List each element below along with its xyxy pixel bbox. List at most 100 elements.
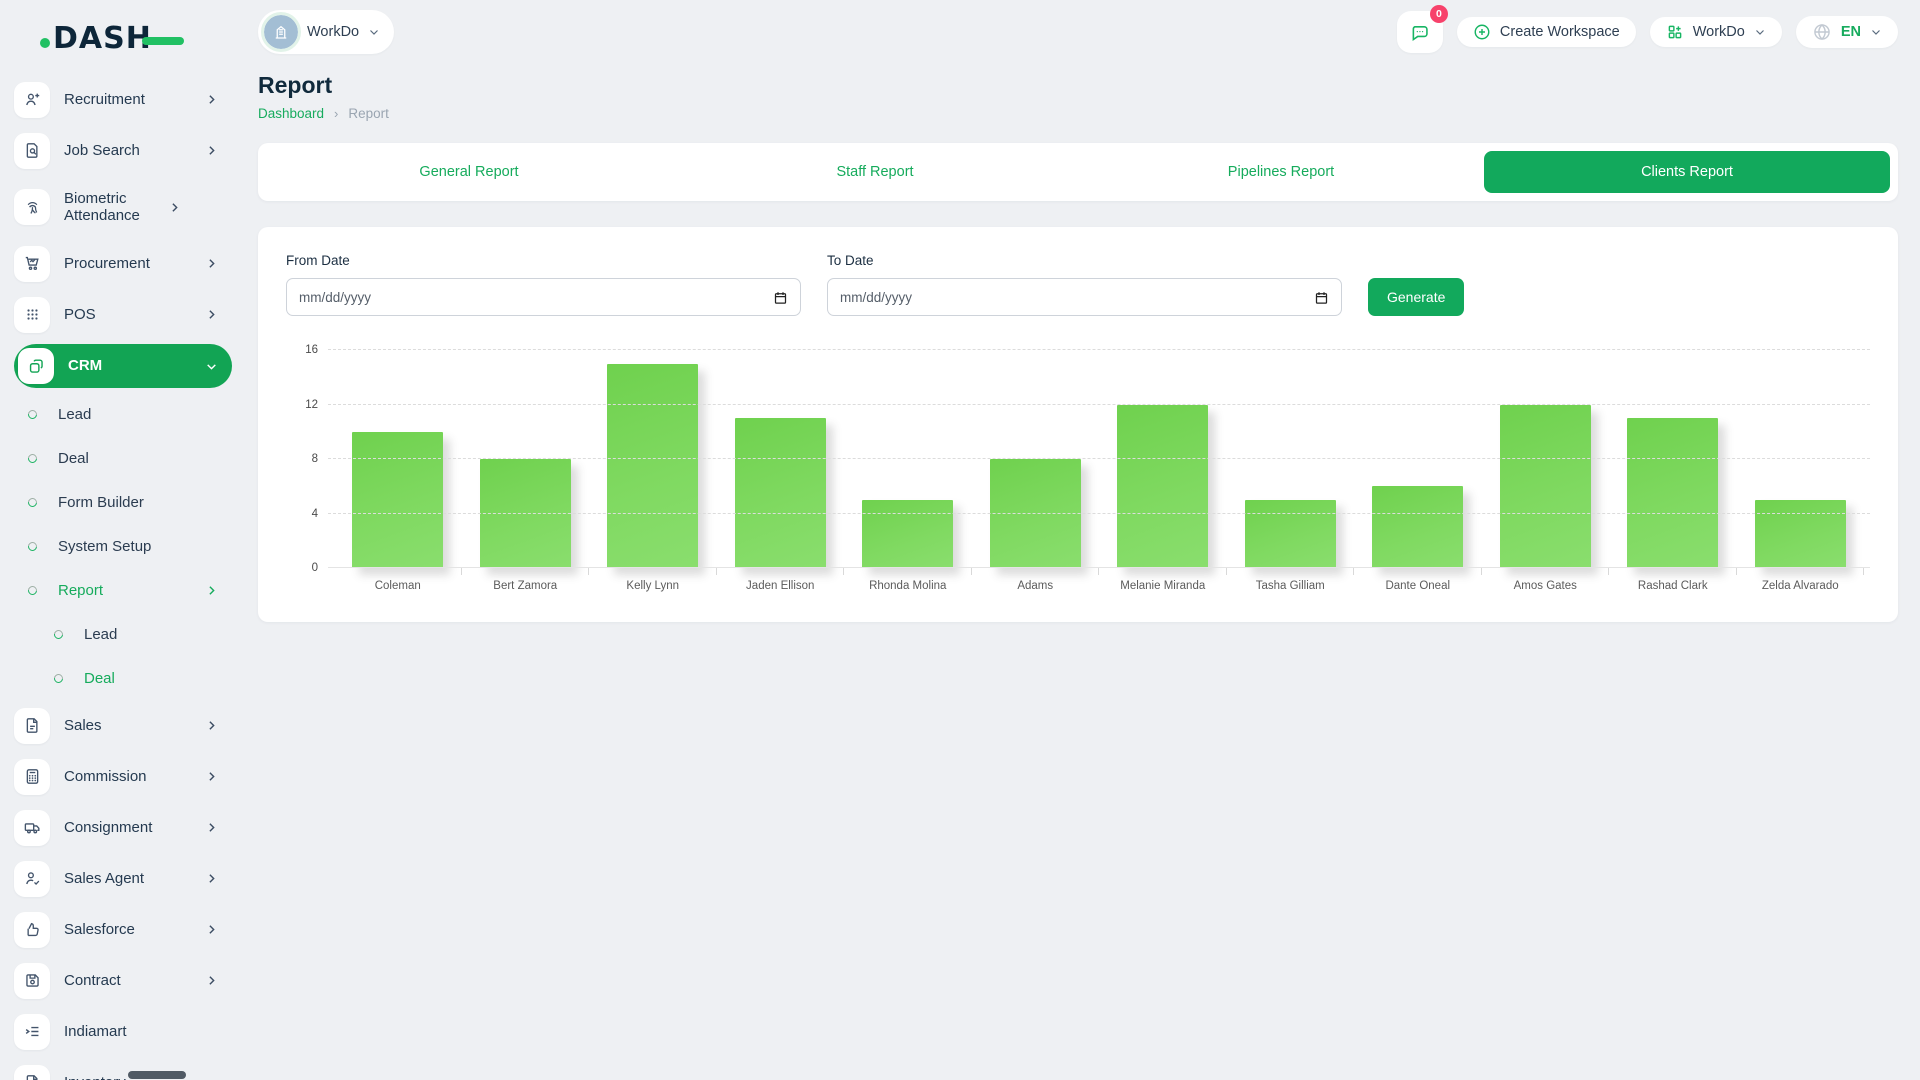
breadcrumb-dashboard-link[interactable]: Dashboard [258, 106, 325, 121]
workspace-switcher[interactable]: WorkDo [258, 10, 395, 54]
sidebar-item-label: Sales Agent [64, 869, 145, 887]
sidebar-item-label: Job Search [64, 141, 140, 159]
tab-general-report[interactable]: General Report [419, 164, 519, 180]
sidebar-item-label: Inventory [64, 1074, 218, 1080]
circle-bullet-icon [26, 451, 39, 465]
sidebar-subitem-report[interactable]: Report [14, 568, 232, 612]
create-workspace-button[interactable]: Create Workspace [1456, 17, 1636, 47]
app-logo[interactable]: DASH [14, 16, 232, 60]
x-axis-label-zelda-alvarado: Zelda Alvarado [1761, 580, 1839, 592]
sidebar-item-label: Biometric Attendance [64, 189, 140, 224]
sidebar-item-label: POS [64, 305, 96, 323]
y-axis-tick-label: 16 [305, 344, 318, 356]
bar-slot-dante-oneal [1354, 350, 1482, 575]
sidebar-subitem-form-builder[interactable]: Form Builder [14, 480, 232, 524]
sidebar-subitem-deal[interactable]: Deal [14, 656, 232, 700]
horizontal-scrollbar-thumb[interactable] [128, 1071, 186, 1079]
x-axis-label-jaden-ellison: Jaden Ellison [746, 580, 815, 592]
bar-melanie-miranda [1117, 404, 1208, 568]
y-axis-tick-label: 12 [305, 398, 318, 411]
tab-staff-report[interactable]: Staff Report [836, 164, 914, 180]
sidebar-subitem-label: Lead [84, 625, 118, 643]
circle-bullet-icon [26, 407, 39, 421]
cart-icon [14, 245, 50, 282]
sidebar-item-label: Contract [64, 971, 121, 989]
tab-pipelines-report[interactable]: Pipelines Report [1227, 164, 1335, 180]
bar-slot-rhonda-molina [844, 350, 972, 575]
to-date-label: To Date [827, 253, 874, 268]
sidebar-item-pos[interactable]: POS [14, 289, 232, 340]
sidebar-subitem-lead[interactable]: Lead [14, 612, 232, 656]
chevron-right-icon [205, 93, 218, 106]
sidebar-item-label: Indiamart [64, 1022, 127, 1040]
bar-slot-coleman [334, 350, 462, 575]
sidebar-subitem-lead[interactable]: Lead [14, 392, 232, 436]
sidebar-subitem-label: Deal [58, 449, 89, 467]
chart-plot-area: 0 4 8 12 16 [305, 344, 1870, 575]
calendar-icon[interactable] [773, 290, 788, 305]
sidebar-item-label: Consignment [64, 818, 153, 836]
sidebar-item-contract[interactable]: Contract [14, 955, 232, 1006]
logo-dash-icon [142, 37, 184, 45]
sidebar-item-label: Sales [64, 716, 102, 734]
globe-icon [1812, 22, 1832, 42]
main-area: WorkDo 0 Create Workspace WorkDo [232, 0, 1920, 622]
generate-button[interactable]: Generate [1368, 278, 1465, 316]
circle-bullet-icon [52, 627, 65, 641]
x-axis-label-tasha-gilliam: Tasha Gilliam [1255, 580, 1325, 592]
sidebar-subitem-label: System Setup [58, 537, 152, 555]
sidebar-item-commission[interactable]: Commission [14, 751, 232, 802]
sidebar-item-crm[interactable]: CRM [14, 344, 232, 388]
to-date-field: To Date [827, 253, 1342, 316]
bar-slot-jaden-ellison [717, 350, 845, 575]
from-date-input[interactable] [299, 289, 773, 305]
sidebar-subitem-deal[interactable]: Deal [14, 436, 232, 480]
grid-plus-icon [1666, 23, 1684, 41]
sidebar-item-label: Commission [64, 767, 147, 785]
bar-slot-melanie-miranda [1099, 350, 1227, 575]
sidebar-item-job-search[interactable]: Job Search [14, 125, 232, 176]
page-head: Report Dashboard › Report [258, 72, 1898, 121]
sidebar-item-inventory[interactable]: Inventory [14, 1057, 232, 1080]
bar-slot-zelda-alvarado [1737, 350, 1865, 575]
bar-slot-amos-gates [1482, 350, 1610, 575]
sidebar-subitem-system-setup[interactable]: System Setup [14, 524, 232, 568]
tab-clients-report[interactable]: Clients Report [1484, 151, 1890, 193]
sidebar-item-procurement[interactable]: Procurement [14, 238, 232, 289]
sidebar-item-sales-agent[interactable]: Sales Agent [14, 853, 232, 904]
x-axis-label-amos-gates: Amos Gates [1513, 580, 1577, 592]
circle-bullet-icon [26, 583, 39, 597]
from-date-box [286, 278, 801, 316]
bar-slot-adams [972, 350, 1100, 575]
to-date-input[interactable] [840, 289, 1314, 305]
sidebar-item-consignment[interactable]: Consignment [14, 802, 232, 853]
chevron-right-icon [205, 144, 218, 157]
bar-coleman [352, 431, 443, 568]
y-axis-tick-label: 4 [311, 507, 318, 520]
circle-bullet-icon [26, 495, 39, 509]
person-plus-icon [14, 81, 50, 118]
sidebar-item-sales[interactable]: Sales [14, 700, 232, 751]
chevron-down-icon [1754, 26, 1766, 38]
grid-dots-icon [14, 296, 50, 333]
sidebar-item-indiamart[interactable]: Indiamart [14, 1006, 232, 1057]
bar-amos-gates [1499, 404, 1591, 568]
calendar-icon[interactable] [1314, 290, 1329, 305]
chevron-right-icon: › [334, 106, 339, 121]
bar-slot-tasha-gilliam [1227, 350, 1355, 575]
plus-circle-icon [1473, 23, 1491, 41]
report-card: From Date To Date Generate [258, 227, 1898, 622]
from-date-field: From Date [286, 253, 801, 316]
bar-rhonda-molina [862, 499, 953, 568]
sidebar-item-salesforce[interactable]: Salesforce [14, 904, 232, 955]
sidebar-item-recruitment[interactable]: Recruitment [14, 74, 232, 125]
file-icon [14, 707, 50, 744]
language-selector[interactable]: EN [1795, 16, 1898, 48]
chevron-down-icon [205, 360, 218, 373]
sidebar-item-label: Salesforce [64, 920, 135, 938]
messages-button[interactable]: 0 [1396, 5, 1448, 53]
bar-tasha-gilliam [1244, 499, 1336, 568]
app-switcher-button[interactable]: WorkDo [1649, 17, 1782, 47]
sidebar-item-biometric-attendance[interactable]: Biometric Attendance [14, 176, 232, 238]
bar-adams [989, 459, 1081, 568]
